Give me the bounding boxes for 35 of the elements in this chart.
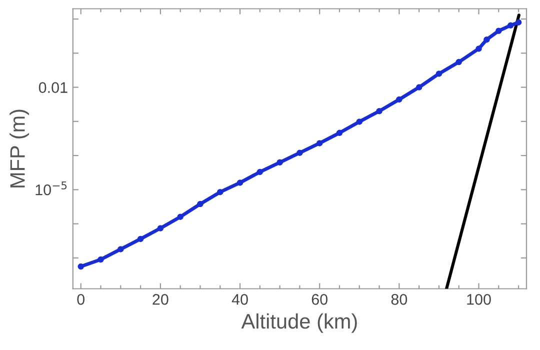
point <box>316 140 323 146</box>
point <box>197 200 204 208</box>
point <box>296 150 303 156</box>
point <box>236 180 244 186</box>
y-tick-label: 0.01 <box>38 82 68 93</box>
point <box>216 188 224 196</box>
point <box>157 225 164 232</box>
point <box>456 58 462 66</box>
point <box>416 84 422 90</box>
x-tick-label: 0 <box>77 294 85 305</box>
point <box>484 36 490 43</box>
point <box>507 22 514 29</box>
point <box>98 256 104 263</box>
y-tick-label: 10$^{−5}$ <box>36 181 67 196</box>
point <box>476 46 482 52</box>
x-axis-title: Altitude (km) <box>241 313 357 333</box>
point <box>118 246 124 252</box>
x-tick-label: 100 <box>467 294 491 305</box>
point <box>177 214 184 220</box>
point <box>356 118 363 125</box>
point <box>436 70 442 77</box>
point <box>137 236 144 242</box>
point <box>256 168 264 176</box>
point <box>78 263 84 270</box>
point <box>376 108 382 114</box>
x-tick-label: 80 <box>391 294 408 305</box>
point <box>496 28 502 34</box>
point <box>515 19 522 26</box>
x-tick-label: 60 <box>312 294 328 305</box>
y-axis-title: MFP (m) <box>10 110 30 188</box>
x-tick-label: 20 <box>152 294 168 305</box>
x-tick-label: 40 <box>232 294 248 305</box>
point <box>396 96 402 103</box>
point <box>276 159 283 166</box>
point <box>336 130 343 136</box>
